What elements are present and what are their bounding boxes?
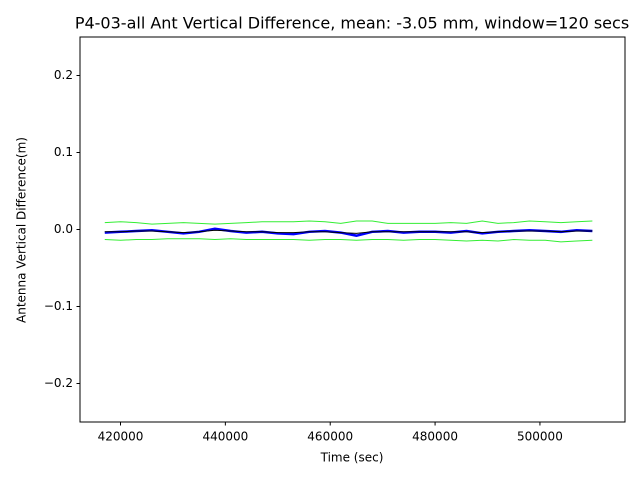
data-line	[104, 238, 593, 243]
data-line	[104, 220, 593, 225]
y-axis-label: Antenna Vertical Difference(m)	[15, 137, 29, 323]
x-axis-label: Time (sec)	[320, 451, 384, 465]
plot-frame	[79, 36, 626, 423]
y-tick-label: −0.1	[44, 299, 73, 313]
y-tick-label: −0.2	[44, 376, 73, 390]
x-tick-label: 480000	[412, 430, 458, 444]
x-tick-label: 420000	[98, 430, 144, 444]
y-tick-label: 0.1	[54, 145, 73, 159]
y-tick-label: 0.2	[54, 68, 73, 82]
data-line	[104, 229, 593, 234]
y-tick-label: 0.0	[54, 222, 73, 236]
chart-title: P4-03-all Ant Vertical Difference, mean:…	[75, 14, 629, 33]
x-tick-label: 460000	[307, 430, 353, 444]
x-tick-label: 500000	[517, 430, 563, 444]
x-tick-label: 440000	[202, 430, 248, 444]
